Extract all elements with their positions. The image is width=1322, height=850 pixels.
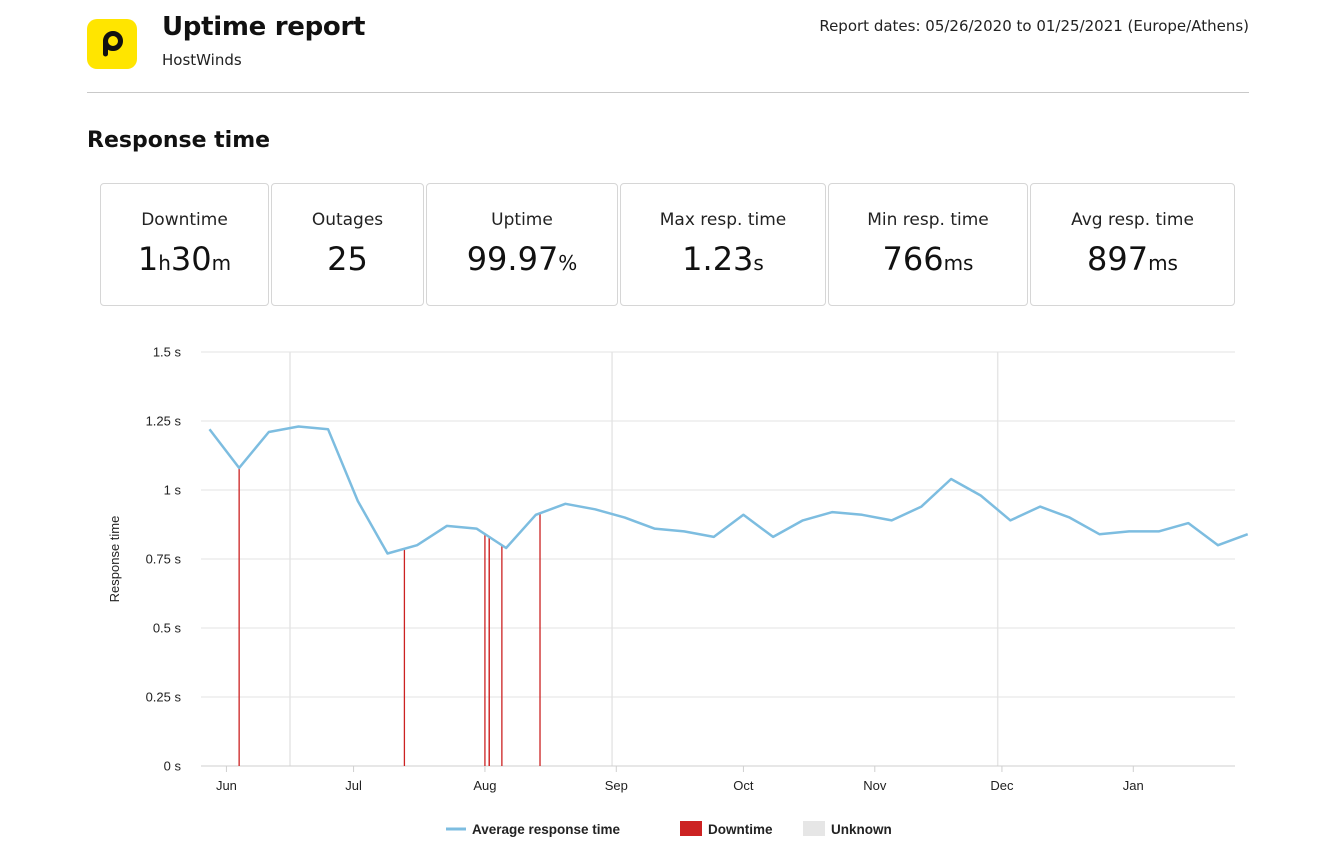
stat-unit: h	[158, 251, 171, 275]
legend-label: Average response time	[472, 822, 621, 837]
stat-number: 766	[882, 240, 944, 278]
x-tick-label: Sep	[605, 778, 628, 793]
legend-label: Unknown	[831, 822, 892, 837]
stat-label: Downtime	[141, 210, 228, 230]
p-logo-icon	[103, 31, 123, 57]
stat-card-outages: Outages 25	[271, 183, 424, 306]
stat-label: Min resp. time	[867, 210, 989, 230]
y-tick-label: 1.25 s	[146, 414, 182, 429]
logo-badge	[87, 19, 137, 69]
x-tick-label: Nov	[863, 778, 887, 793]
stat-label: Max resp. time	[659, 210, 787, 230]
x-tick-label: Dec	[990, 778, 1014, 793]
stat-unit: s	[753, 251, 764, 275]
y-axis-label: Response time	[107, 516, 122, 603]
stat-number: 25	[327, 240, 368, 278]
response-time-line	[208, 425, 1249, 555]
y-tick-label: 0.25 s	[146, 690, 182, 705]
report-dates: Report dates: 05/26/2020 to 01/25/2021 (…	[819, 17, 1249, 35]
stat-number: 1.23	[682, 240, 754, 278]
y-tick-label: 0.75 s	[146, 552, 182, 567]
stat-card-avg-resp: Avg resp. time 897ms	[1030, 183, 1235, 306]
x-tick-label: Jun	[216, 778, 237, 793]
x-tick-label: Jul	[345, 778, 362, 793]
stat-label: Avg resp. time	[1071, 210, 1194, 230]
stat-value: 25	[272, 240, 423, 278]
y-tick-label: 1 s	[164, 483, 182, 498]
stat-value: 1.23s	[621, 240, 825, 278]
stat-unit: ms	[1148, 251, 1178, 275]
stat-value: 766ms	[829, 240, 1027, 278]
stat-card-uptime: Uptime 99.97%	[426, 183, 618, 306]
stat-card-downtime: Downtime 1h30m	[100, 183, 269, 306]
x-tick-label: Oct	[733, 778, 754, 793]
monitor-name: HostWinds	[162, 51, 242, 69]
legend-label: Downtime	[708, 822, 773, 837]
stat-value: 99.97%	[427, 240, 617, 278]
stat-unit: m	[211, 251, 232, 275]
stat-unit: ms	[943, 251, 974, 275]
x-tick-label: Aug	[473, 778, 496, 793]
legend-downtime-swatch	[680, 821, 702, 836]
stat-label: Uptime	[491, 210, 553, 230]
stat-number: 30	[170, 240, 212, 278]
legend-unknown-swatch	[803, 821, 825, 836]
y-tick-label: 1.5 s	[153, 345, 182, 360]
y-tick-label: 0.5 s	[153, 621, 182, 636]
x-tick-label: Jan	[1123, 778, 1144, 793]
stat-number: 1	[137, 240, 159, 278]
section-title: Response time	[87, 128, 271, 153]
stat-card-min-resp: Min resp. time 766ms	[828, 183, 1028, 306]
stat-value: 897ms	[1031, 240, 1234, 278]
stat-number: 99.97	[466, 240, 559, 278]
stat-number: 897	[1087, 240, 1149, 278]
stat-value: 1h30m	[101, 240, 268, 278]
stat-card-max-resp: Max resp. time 1.23s	[620, 183, 826, 306]
stat-unit: %	[558, 251, 578, 275]
stat-label: Outages	[311, 210, 384, 230]
y-tick-label: 0 s	[164, 759, 182, 774]
header-divider	[87, 92, 1249, 93]
report-title: Uptime report	[162, 12, 366, 42]
